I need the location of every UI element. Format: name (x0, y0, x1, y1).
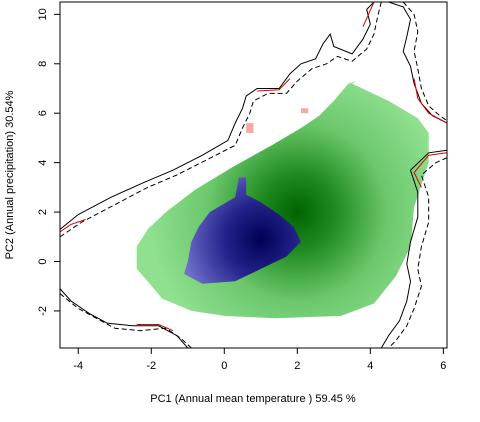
x-axis: -4 -2 0 2 4 6 (73, 348, 446, 372)
y-tick-label-3: 4 (37, 160, 49, 166)
y-axis-title: PC2 (Annual precipitation) 30.54% (4, 90, 16, 259)
y-tick-label-2: 2 (37, 209, 49, 215)
y-tick-label-0: -2 (37, 306, 49, 316)
red-contour-segments (60, 2, 447, 332)
y-tick-label-1: 0 (37, 258, 49, 264)
y-axis: -2 0 2 4 6 8 10 (37, 8, 60, 316)
dashed-contour-lower (60, 293, 192, 348)
x-tick-label-5: 6 (440, 360, 446, 372)
solid-contour-upper (60, 2, 375, 230)
green-niche-region (136, 81, 429, 319)
x-tick-label-4: 4 (367, 360, 373, 372)
overlap-patch-0 (246, 123, 254, 133)
overlap-patch-1 (300, 108, 309, 114)
red-contour-segment-5 (413, 152, 447, 188)
overlap-patches (246, 108, 309, 133)
dashed-contour-right-lower (388, 157, 447, 348)
red-contour-segment-0 (60, 219, 86, 233)
plot-area (60, 2, 447, 348)
red-contour-segment-2 (257, 78, 291, 92)
solid-contour-right (388, 2, 447, 124)
y-tick-label-4: 6 (37, 110, 49, 116)
x-axis-title: PC1 (Annual mean temperature ) 59.45 % (150, 393, 356, 405)
blue-niche-region (184, 177, 301, 284)
x-tick-label-2: 0 (221, 360, 227, 372)
dashed-contour-right (402, 2, 447, 122)
solid-contour-lower (60, 288, 189, 348)
x-tick-label-1: -2 (146, 360, 156, 372)
plot-frame (59, 1, 448, 349)
solid-contour-right-lower (380, 149, 447, 348)
red-contour-segment-3 (362, 2, 375, 27)
red-contour-segment-4 (413, 78, 447, 124)
x-tick-label-0: -4 (73, 360, 83, 372)
y-tick-label-5: 8 (37, 61, 49, 67)
y-tick-label-6: 10 (37, 8, 49, 20)
x-tick-label-3: 2 (294, 360, 300, 372)
red-contour-segment-1 (136, 324, 174, 332)
